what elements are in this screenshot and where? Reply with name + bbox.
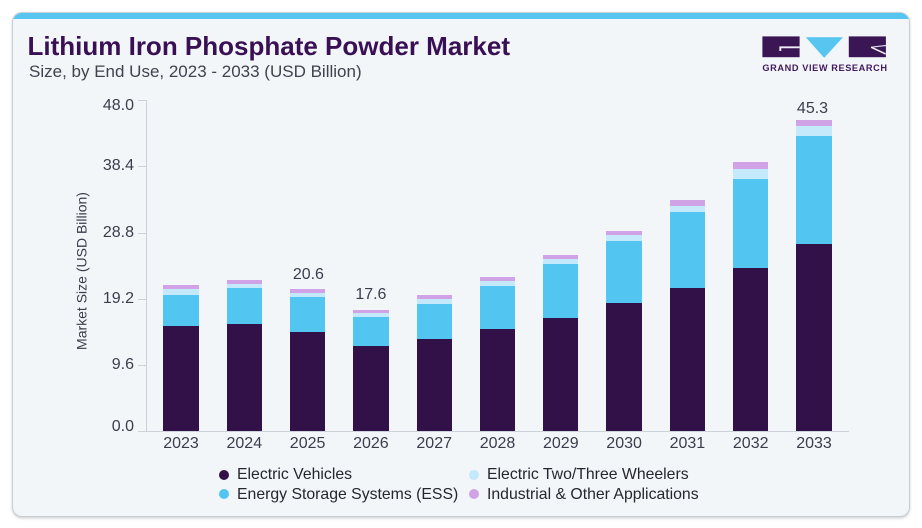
svg-text:GRAND VIEW RESEARCH: GRAND VIEW RESEARCH — [762, 63, 887, 73]
